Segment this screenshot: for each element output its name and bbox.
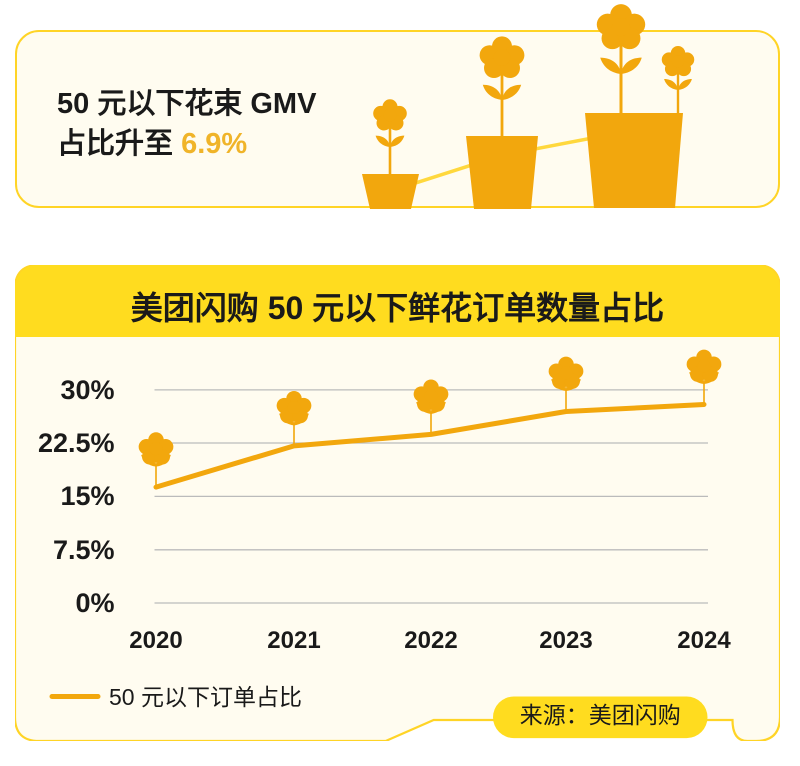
svg-text:15%: 15% bbox=[60, 481, 114, 511]
svg-text:2024: 2024 bbox=[677, 627, 731, 654]
svg-text:50 元以下订单占比: 50 元以下订单占比 bbox=[109, 684, 302, 710]
svg-text:2022: 2022 bbox=[404, 627, 457, 654]
svg-text:来源：美团闪购: 来源：美团闪购 bbox=[520, 702, 681, 728]
svg-text:22.5%: 22.5% bbox=[38, 428, 115, 458]
svg-text:30%: 30% bbox=[60, 375, 114, 405]
svg-text:0%: 0% bbox=[75, 588, 114, 618]
svg-text:2020: 2020 bbox=[129, 627, 182, 654]
svg-text:7.5%: 7.5% bbox=[53, 535, 115, 565]
svg-text:2021: 2021 bbox=[267, 627, 320, 654]
svg-text:2023: 2023 bbox=[539, 627, 592, 654]
